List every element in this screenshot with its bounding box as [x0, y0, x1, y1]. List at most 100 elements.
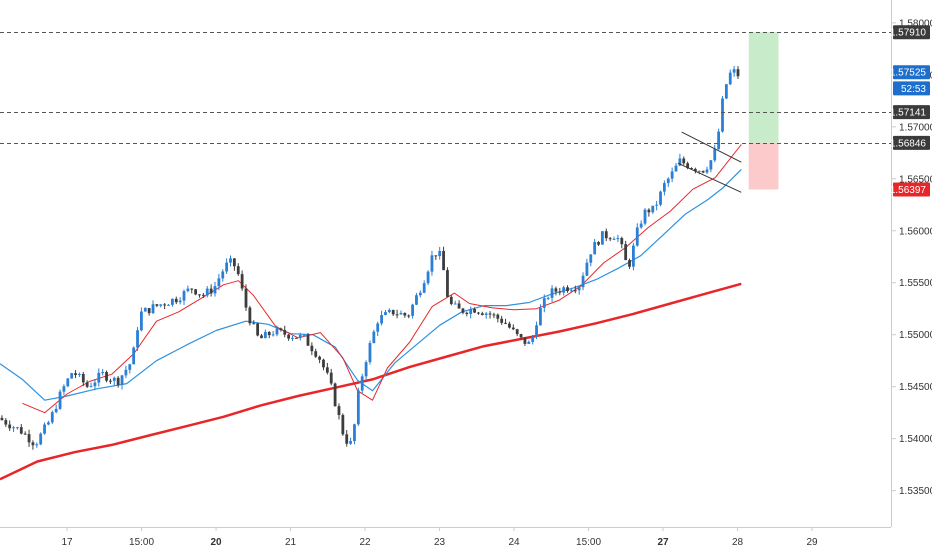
trendlines: [677, 131, 742, 193]
level-price-tag-3: 1.56846: [890, 135, 930, 150]
price-tick-label: 1.57000: [899, 122, 932, 133]
candle: [415, 292, 418, 306]
candle: [550, 285, 554, 302]
candle: [252, 320, 256, 325]
position-zones: [748, 32, 779, 190]
candle: [477, 311, 480, 315]
candle: [422, 280, 426, 294]
candle: [639, 220, 643, 229]
candle: [62, 384, 66, 396]
candle: [329, 368, 333, 386]
candle: [356, 387, 360, 426]
candle: [322, 358, 325, 371]
candle: [217, 273, 221, 291]
candle: [608, 236, 612, 242]
moving-average-3: [22, 144, 742, 414]
candle: [225, 258, 229, 275]
candle: [624, 240, 628, 261]
candle: [170, 298, 174, 307]
candle: [31, 440, 35, 450]
candle: [705, 166, 709, 175]
price-tag-1: 1.57525: [890, 65, 930, 80]
candle: [508, 321, 511, 329]
svg-text:1.56846: 1.56846: [890, 138, 927, 149]
candle: [693, 167, 697, 174]
candle: [395, 309, 399, 319]
candle: [267, 331, 271, 339]
candle: [213, 281, 217, 297]
candle: [500, 315, 504, 325]
candle: [256, 322, 260, 337]
candle: [112, 376, 116, 386]
price-tick-label: 1.56500: [899, 174, 932, 185]
candle: [504, 318, 507, 325]
candle: [469, 306, 473, 319]
candle: [442, 246, 445, 271]
candle: [151, 300, 155, 314]
candle: [527, 340, 531, 345]
candle: [39, 432, 43, 446]
candle: [368, 340, 372, 365]
svg-text:1.57910: 1.57910: [890, 28, 927, 39]
candle: [604, 228, 608, 242]
candle: [81, 371, 85, 387]
price-tick-label: 1.54000: [899, 434, 932, 445]
candle: [283, 325, 287, 338]
time-tick-label: 24: [508, 537, 520, 548]
candle: [167, 304, 170, 306]
svg-text:52:53: 52:53: [901, 84, 926, 95]
candle: [573, 285, 577, 294]
candle: [612, 236, 616, 240]
candle: [519, 333, 523, 340]
price-tick-label: 1.56000: [899, 226, 932, 237]
candle: [120, 374, 124, 390]
candle: [674, 162, 678, 172]
candle: [411, 303, 414, 319]
level-price-tag-2: 1.57141: [890, 105, 930, 120]
candle: [430, 250, 434, 276]
candle: [89, 382, 93, 388]
price-tick-label: 1.53500: [899, 486, 932, 497]
candle: [597, 241, 600, 246]
candle: [360, 373, 364, 394]
candle: [736, 66, 740, 79]
candle: [364, 360, 368, 381]
candle: [221, 269, 225, 282]
time-tick-label: 20: [210, 537, 222, 548]
candle: [4, 418, 8, 427]
candle: [85, 380, 89, 389]
candle: [147, 307, 151, 316]
candle: [229, 255, 232, 267]
candle: [484, 312, 488, 319]
price-tick-label: 1.55000: [899, 330, 932, 341]
candle: [651, 205, 655, 214]
time-tick-label: 27: [657, 537, 669, 548]
candle: [124, 365, 128, 379]
candle: [132, 346, 136, 365]
price-tags: 1.57910 1.57141 1.56846 1.57525 1.56397 52:53: [890, 25, 930, 197]
candle: [531, 334, 535, 345]
candlesticks: [0, 65, 740, 450]
candle: [19, 424, 23, 435]
time-axis[interactable]: 17 15:00 20 21 22 23 24 15:00 27 28 29: [61, 527, 818, 548]
candle: [515, 328, 519, 337]
candle: [438, 247, 442, 260]
candle: [136, 326, 139, 351]
level-price-tag-1: 1.57910: [890, 25, 930, 40]
candle: [426, 270, 430, 286]
candle: [523, 337, 527, 346]
candle: [109, 378, 112, 385]
candle: [511, 324, 515, 331]
candle: [205, 286, 209, 298]
candle: [562, 285, 566, 296]
time-tick-label: 28: [732, 537, 744, 548]
svg-text:1.57525: 1.57525: [890, 68, 927, 79]
candle: [492, 312, 496, 319]
target-zone: [748, 32, 779, 143]
candle: [74, 370, 77, 379]
candle: [728, 69, 732, 86]
candle: [93, 379, 97, 391]
candle: [8, 420, 12, 432]
